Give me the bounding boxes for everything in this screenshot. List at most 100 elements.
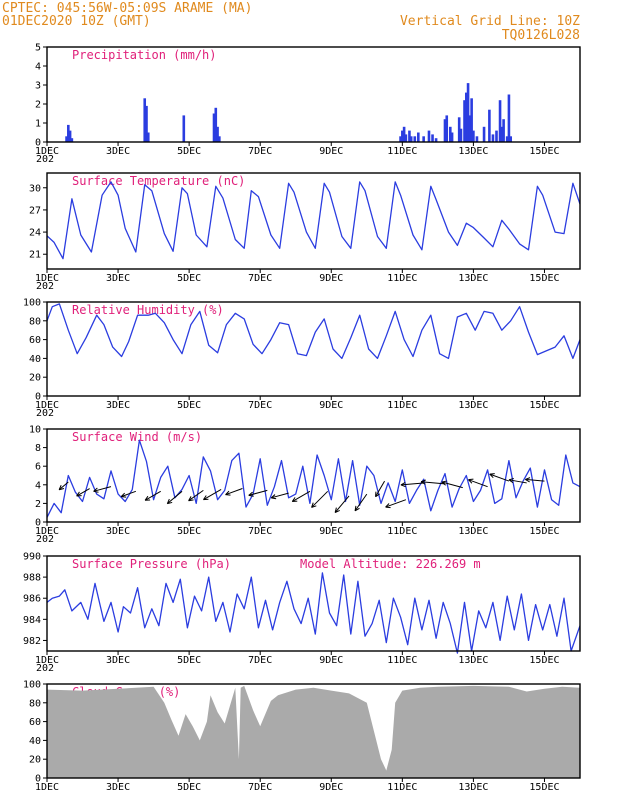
wind-vector-head <box>59 488 65 491</box>
wind-vector <box>120 490 137 498</box>
precip-ytick-label: 5 <box>35 43 41 54</box>
wind-vector-head <box>468 478 474 481</box>
wind-vector <box>525 477 545 483</box>
rh-panel: 0 20 40 60 80 100 1DEC 3DEC 5DEC 7DEC 9DEC 11DEC 13D… <box>23 298 581 419</box>
temp-panel: 21 24 27 30 1DEC 3DEC 5DEC 7DEC 9DEC 11DEC 13DEC 15… <box>29 172 581 292</box>
precip-bar <box>409 136 413 142</box>
wind-vector <box>76 488 90 497</box>
pres-xtick-label: 3DEC <box>106 655 130 666</box>
precip-bar <box>218 136 221 142</box>
precip-xtick-label: 5DEC <box>177 146 201 157</box>
precip-bar <box>500 126 504 142</box>
wind-vector <box>385 499 407 509</box>
wind-vector-shaft <box>93 486 112 492</box>
precip-bar <box>507 94 511 142</box>
temp-title: Surface Temperature (nC) <box>72 174 245 188</box>
rh-xtick-label: 5DEC <box>177 400 201 411</box>
wind-vector-shaft <box>375 480 385 497</box>
wind-vector <box>489 473 510 482</box>
wind-vector-head <box>489 473 494 479</box>
wind-vector-shaft <box>354 493 368 512</box>
rh-ytick-label: 100 <box>23 298 41 309</box>
rh-title: Relative Humidity (%) <box>72 303 224 317</box>
cloud-ytick-label: 80 <box>29 698 41 709</box>
rh-xtick-label: 13DEC <box>458 400 488 411</box>
wind-vector-head <box>311 502 314 508</box>
wind-xtick-label: 1DEC <box>35 526 59 537</box>
wind-vector <box>144 490 161 501</box>
wind-vector-shaft <box>76 488 90 497</box>
wind-title: Surface Wind (m/s) <box>72 430 202 444</box>
precip-year-fragment: 202 <box>36 154 54 165</box>
temp-series-line <box>46 181 581 260</box>
precip-panel: 0 1 2 3 4 5 1DEC 3DEC 5DEC 7DEC 9DEC 11DEC 13DEC 15DE… <box>35 43 581 165</box>
wind-vector-head <box>354 505 357 511</box>
precip-bar <box>145 105 148 142</box>
precip-bar <box>449 126 452 142</box>
wind-vector-head <box>225 494 231 496</box>
temp-ytick-label: 21 <box>29 250 41 261</box>
precip-bar <box>434 138 438 142</box>
wind-vector-shaft <box>489 473 510 482</box>
wind-vector-head <box>354 507 360 512</box>
wind-vector-head <box>489 473 495 475</box>
wind-vector-shaft <box>400 482 424 486</box>
rh-xtick-label: 7DEC <box>248 400 272 411</box>
precip-bar <box>443 119 447 142</box>
precip-xtick-label: 1DEC <box>35 146 59 157</box>
cloud-ytick-label: 20 <box>29 755 41 766</box>
precip-bar <box>399 136 402 142</box>
precip-bar <box>502 119 505 142</box>
wind-vector-head <box>93 490 99 493</box>
precip-bar <box>408 130 411 142</box>
pres-ytick-label: 988 <box>23 573 41 584</box>
rh-ytick-label: 80 <box>29 316 41 327</box>
precip-bar <box>70 138 74 142</box>
wind-ytick-label: 2 <box>35 499 41 510</box>
precip-bar <box>445 115 449 142</box>
cloud-xtick-label: 3DEC <box>106 782 130 793</box>
pres-ytick-label: 986 <box>23 594 41 605</box>
temp-frame <box>46 172 581 270</box>
pres-xtick-label: 1DEC <box>35 655 59 666</box>
precip-xtick-label: 9DEC <box>319 146 343 157</box>
temp-xtick-label: 9DEC <box>319 273 343 284</box>
wind-vector-head <box>468 479 473 484</box>
cloud-ytick-label: 60 <box>29 717 41 728</box>
wind-vector-head <box>334 509 340 513</box>
wind-xtick-label: 7DEC <box>248 526 272 537</box>
wind-vector <box>166 490 183 505</box>
pres-xtick-label: 5DEC <box>177 655 201 666</box>
wind-vector-shaft <box>385 499 407 508</box>
wind-vector-head <box>188 496 192 501</box>
wind-vector <box>58 481 69 491</box>
wind-vector-shaft <box>311 490 329 508</box>
header-run: 01DEC2020 10Z (GMT) <box>2 14 151 29</box>
rh-ytick-label: 20 <box>29 373 41 384</box>
wind-xtick-label: 3DEC <box>106 526 130 537</box>
temp-xtick-label: 15DEC <box>529 273 559 284</box>
cloud-xtick-label: 5DEC <box>177 782 201 793</box>
wind-vector-head <box>441 481 446 486</box>
rh-xtick-label: 3DEC <box>106 400 130 411</box>
wind-panel: 0 2 4 6 8 10 1DEC 3DEC 5DEC 7DEC 9DEC 11DEC 13DEC 15D… <box>29 425 581 545</box>
rh-ytick-label: 0 <box>35 392 41 403</box>
wind-vector <box>354 493 368 512</box>
wind-vector-head <box>188 499 194 502</box>
wind-vector-head <box>311 505 317 508</box>
precip-xtick-label: 7DEC <box>248 146 272 157</box>
pres-title: Surface Pressure (hPa) <box>72 557 231 571</box>
precip-xtick-label: 3DEC <box>106 146 130 157</box>
temp-xtick-label: 13DEC <box>458 273 488 284</box>
wind-vector-shaft <box>508 479 527 484</box>
cloud-xtick-label: 11DEC <box>387 782 417 793</box>
temp-xtick-label: 3DEC <box>106 273 130 284</box>
cloud-xtick-label: 15DEC <box>529 782 559 793</box>
wind-vector-head <box>334 507 337 513</box>
wind-vector <box>468 478 488 488</box>
precip-ytick-label: 4 <box>35 62 41 73</box>
precip-bar <box>65 136 68 142</box>
pres-ytick-label: 982 <box>23 636 41 647</box>
precip-bar <box>431 134 434 142</box>
wind-vector <box>270 492 289 500</box>
